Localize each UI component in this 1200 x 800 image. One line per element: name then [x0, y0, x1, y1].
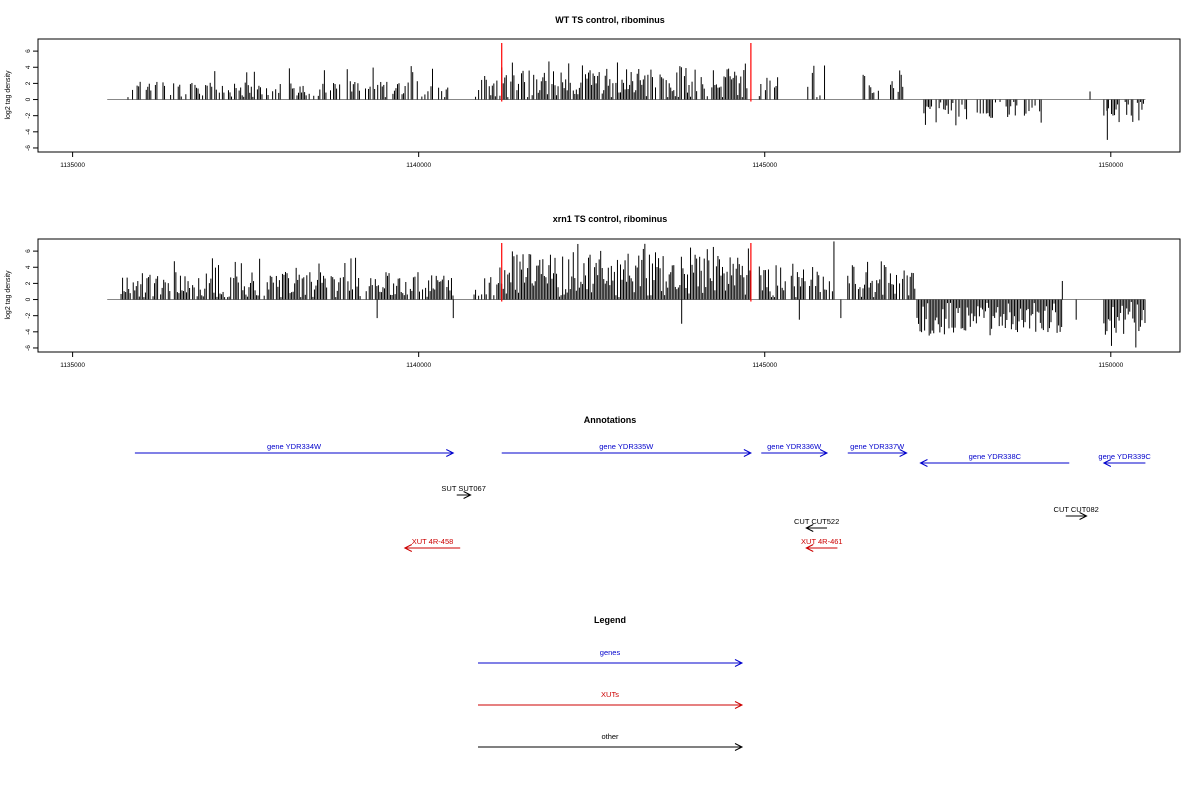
legend-arrow-head	[734, 659, 744, 667]
annotation-label: gene YDR334W	[267, 442, 322, 451]
wt-xtick-label: 1140000	[406, 162, 431, 169]
annotation-label: gene YDR336W	[767, 442, 822, 451]
annotation-arrow-head	[899, 449, 908, 457]
legend-arrow-head	[734, 743, 744, 751]
annotations-title: Annotations	[584, 415, 637, 425]
wt-ytick-label: -2	[25, 112, 32, 118]
xrn1-ytick-label: 0	[25, 297, 32, 301]
xrn1-xtick-label: 1145000	[752, 362, 777, 369]
wt-xtick-label: 1150000	[1098, 162, 1123, 169]
legend-title: Legend	[594, 615, 626, 625]
annotation-track: Annotations gene YDR334W gene YDR335W gene…	[134, 415, 1151, 552]
xrn1-xtick-label: 1135000	[60, 362, 85, 369]
xrn1-ytick-label: -2	[25, 312, 32, 318]
xrn1-xtick-label: 1150000	[1098, 362, 1123, 369]
xrn1-ytick-label: -6	[25, 345, 32, 351]
annotation-label: CUT CUT522	[794, 517, 839, 526]
annotation-label: CUT CUT082	[1054, 505, 1099, 514]
xrn1-plot-frame	[37, 238, 1181, 353]
wt-density-panel: WT TS control, ribominus log2 tag densit…	[5, 15, 1181, 169]
wt-ytick-label: -4	[25, 129, 32, 135]
annotation-label: gene YDR338C	[969, 452, 1022, 461]
xrn1-panel-title: xrn1 TS control, ribominus	[553, 214, 668, 224]
wt-panel-ylabel: log2 tag density	[5, 70, 12, 120]
xrn1-ytick-label: 4	[25, 265, 32, 269]
legend: Legend genes XUTs other	[478, 615, 744, 751]
wt-ytick-label: 4	[25, 65, 32, 69]
annotation-arrow-head	[805, 524, 814, 532]
xrn1-ytick-label: 2	[25, 281, 32, 285]
annotation-arrow-head	[1102, 459, 1112, 467]
annotation-arrow-head	[463, 491, 472, 499]
annotation-arrow-head	[743, 449, 753, 457]
legend-item-label: other	[601, 732, 619, 741]
annotation-label: SUT SUT067	[441, 484, 485, 493]
wt-xtick-label: 1145000	[752, 162, 777, 169]
xrn1-ytick-label: 6	[25, 249, 32, 253]
wt-xtick-label: 1135000	[60, 162, 85, 169]
wt-panel-title: WT TS control, ribominus	[555, 15, 665, 25]
wt-ytick-label: -6	[25, 145, 32, 151]
annotation-label: gene YDR337W	[850, 442, 905, 451]
annotation-arrow-head	[1079, 512, 1088, 520]
xrn1-panel-ylabel: log2 tag density	[5, 270, 12, 320]
xrn1-xtick-label: 1140000	[406, 362, 431, 369]
legend-item-label: XUTs	[601, 690, 619, 699]
annotation-label: gene YDR339C	[1098, 452, 1151, 461]
annotation-arrow-head	[919, 459, 928, 467]
wt-ytick-label: 6	[25, 49, 32, 53]
annotation-label: XUT 4R-461	[801, 537, 843, 546]
wt-plot-frame	[37, 38, 1181, 153]
annotation-arrow-head	[403, 544, 413, 552]
annotation-arrow-head	[819, 449, 829, 457]
annotation-label: gene YDR335W	[599, 442, 654, 451]
annotation-arrow-head	[446, 449, 455, 457]
annotation-arrow-head	[805, 544, 814, 552]
legend-arrow-head	[734, 701, 744, 709]
legend-item-label: genes	[600, 648, 621, 657]
xrn1-density-panel: xrn1 TS control, ribominus log2 tag dens…	[5, 214, 1181, 369]
xrn1-ytick-label: -4	[25, 329, 32, 335]
annotation-label: XUT 4R-458	[412, 537, 454, 546]
wt-ytick-label: 0	[25, 97, 32, 101]
wt-ytick-label: 2	[25, 81, 32, 85]
